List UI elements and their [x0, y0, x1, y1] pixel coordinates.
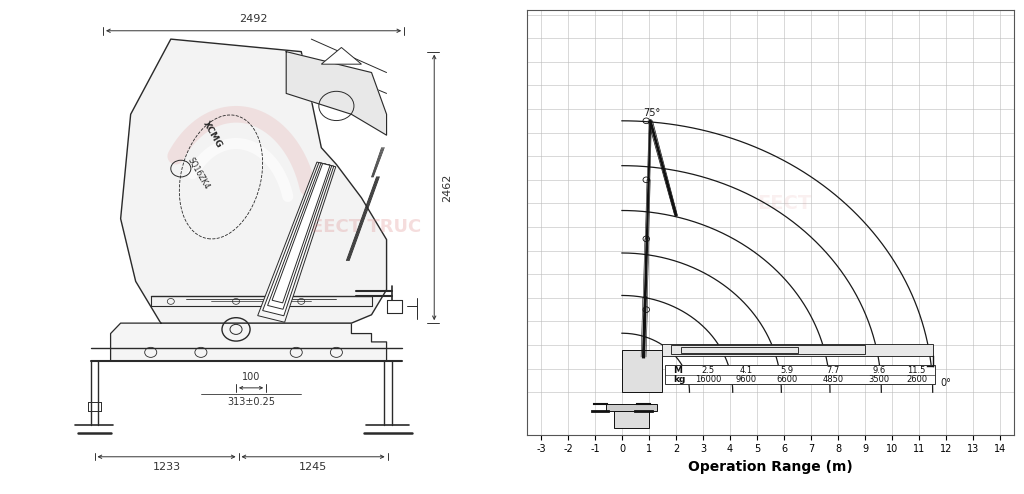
- Text: 6600: 6600: [776, 374, 798, 383]
- Polygon shape: [262, 163, 334, 316]
- Polygon shape: [606, 404, 657, 411]
- Text: 0°: 0°: [941, 378, 951, 388]
- Text: 2462: 2462: [441, 173, 452, 202]
- Text: EECT: EECT: [757, 194, 811, 213]
- Polygon shape: [111, 323, 387, 361]
- Polygon shape: [663, 344, 933, 356]
- Bar: [666, 365, 935, 384]
- Text: 1233: 1233: [153, 462, 181, 472]
- Text: 16000: 16000: [695, 374, 722, 383]
- Text: 9.6: 9.6: [872, 366, 886, 374]
- Text: 9600: 9600: [735, 374, 757, 383]
- Text: 313±0.25: 313±0.25: [227, 398, 275, 408]
- Text: 4.1: 4.1: [739, 366, 753, 374]
- Text: 4850: 4850: [822, 374, 844, 383]
- Polygon shape: [287, 52, 387, 135]
- Text: 2492: 2492: [240, 14, 268, 25]
- Text: EECT TRUC: EECT TRUC: [311, 218, 422, 236]
- Text: 1245: 1245: [299, 462, 328, 472]
- Polygon shape: [671, 345, 865, 354]
- Polygon shape: [681, 347, 798, 353]
- Polygon shape: [121, 39, 387, 323]
- Text: kg: kg: [674, 374, 686, 383]
- Text: XCMG: XCMG: [201, 120, 223, 150]
- Polygon shape: [272, 164, 330, 303]
- Text: SQ16ZK4: SQ16ZK4: [186, 156, 211, 192]
- Polygon shape: [267, 163, 332, 309]
- Polygon shape: [322, 47, 361, 64]
- Polygon shape: [613, 411, 649, 428]
- Text: 2.5: 2.5: [701, 366, 715, 374]
- Text: 7.7: 7.7: [826, 366, 840, 374]
- X-axis label: Operation Range (m): Operation Range (m): [688, 460, 853, 474]
- Text: 5.9: 5.9: [780, 366, 794, 374]
- Polygon shape: [622, 350, 663, 392]
- Text: 11.5: 11.5: [907, 366, 926, 374]
- Text: 75°: 75°: [643, 108, 660, 118]
- Text: M: M: [674, 366, 682, 374]
- Text: 2600: 2600: [906, 374, 927, 383]
- Polygon shape: [258, 162, 336, 322]
- Text: 100: 100: [242, 372, 260, 382]
- Text: 3500: 3500: [868, 374, 889, 383]
